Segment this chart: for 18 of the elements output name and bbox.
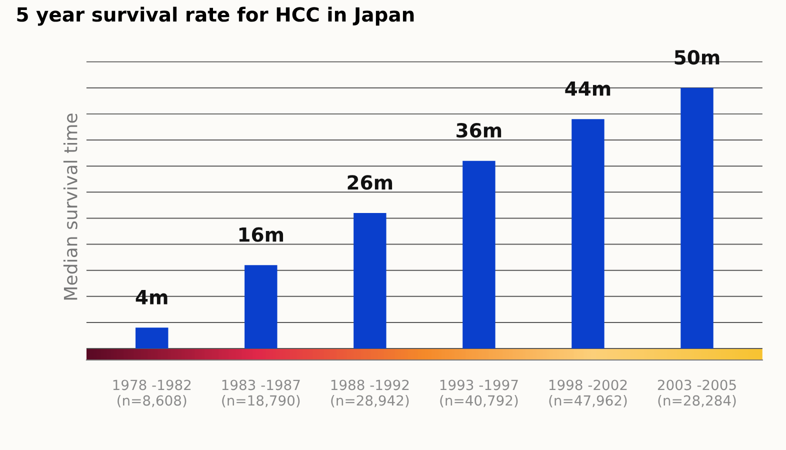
- x-tick-label: 1983 -1987 (n=18,790): [222, 380, 300, 408]
- bar: [680, 88, 714, 349]
- data-label: 16m: [239, 227, 284, 242]
- bar: [136, 328, 168, 349]
- x-tick-label: 1993 -1997 (n=40,792): [440, 380, 518, 408]
- x-tick-label: 1998 -2002 (n=47,962): [549, 380, 627, 408]
- bar: [572, 119, 604, 349]
- data-label: 26m: [348, 175, 392, 190]
- x-tick-label: 1988 -1992 (n=28,942): [331, 380, 409, 408]
- bar: [462, 160, 496, 349]
- data-label: 36m: [456, 122, 502, 138]
- chart-title: 5 year survival rate for HCC in Japan: [17, 6, 414, 26]
- data-label: 50m: [674, 50, 720, 65]
- bar: [354, 212, 386, 349]
- y-axis-title: Median survival time: [63, 114, 78, 300]
- x-tick-label: 1978 -1982 (n=8,608): [113, 380, 191, 408]
- x-tick-label: 2003 -2005 (n=28,284): [658, 380, 736, 408]
- bar: [244, 265, 278, 349]
